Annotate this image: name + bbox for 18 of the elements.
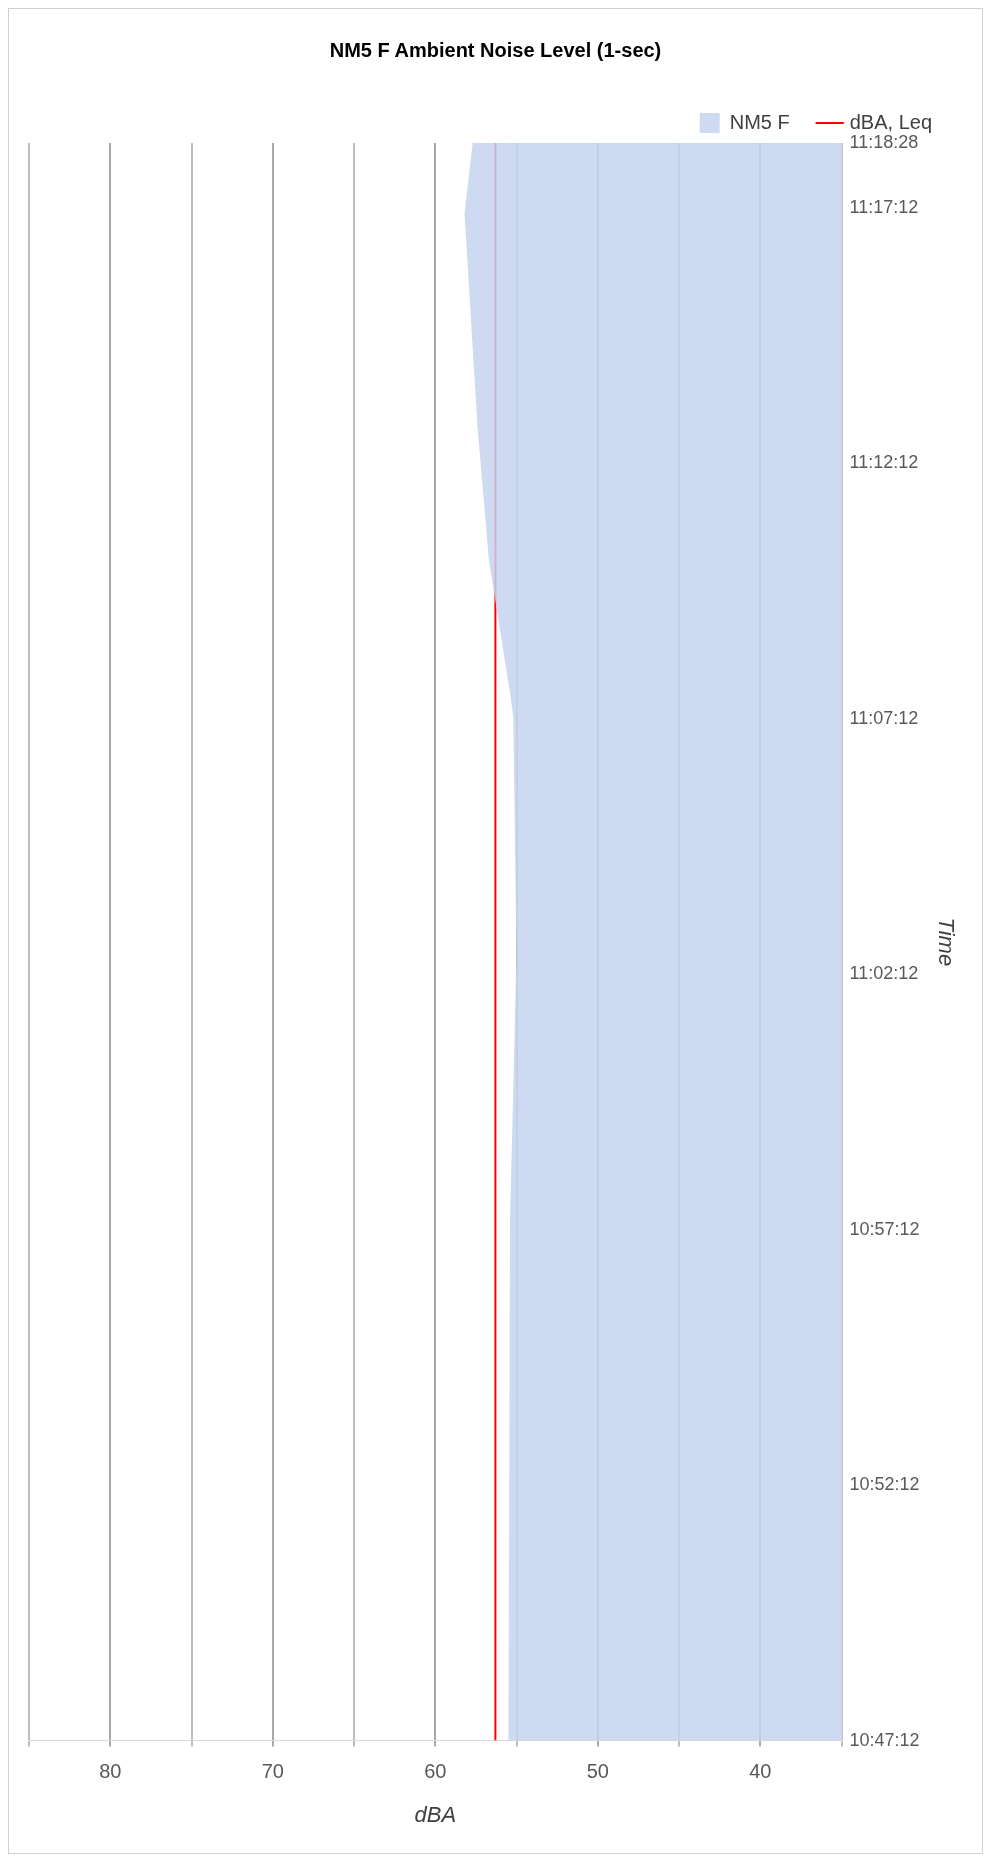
x-axis-title: dBA (414, 1801, 457, 1827)
y-tick-label: 11:07:12 (849, 707, 919, 728)
x-tick-label: 80 (99, 1760, 122, 1783)
x-tick-label: 60 (424, 1760, 447, 1783)
y-tick-label: 11:02:12 (849, 963, 919, 984)
chart-title: NM5 F Ambient Noise Level (1-sec) (329, 38, 662, 61)
x-tick-label: 70 (261, 1760, 284, 1783)
y-tick-label: 10:57:12 (849, 1218, 920, 1239)
y-tick-label: 11:18:28 (849, 131, 919, 152)
y-tick-label: 10:47:12 (849, 1729, 920, 1750)
y-tick-label: 10:52:12 (849, 1474, 920, 1495)
y-tick-label: 11:12:12 (849, 452, 919, 473)
legend-label: NM5 F (729, 110, 790, 133)
legend-label: dBA, Leq (849, 110, 933, 133)
y-tick-label: 11:17:12 (849, 196, 919, 217)
x-tick-label: 40 (749, 1760, 772, 1783)
x-tick-label: 50 (586, 1760, 609, 1783)
y-axis-title: Time (933, 917, 959, 967)
